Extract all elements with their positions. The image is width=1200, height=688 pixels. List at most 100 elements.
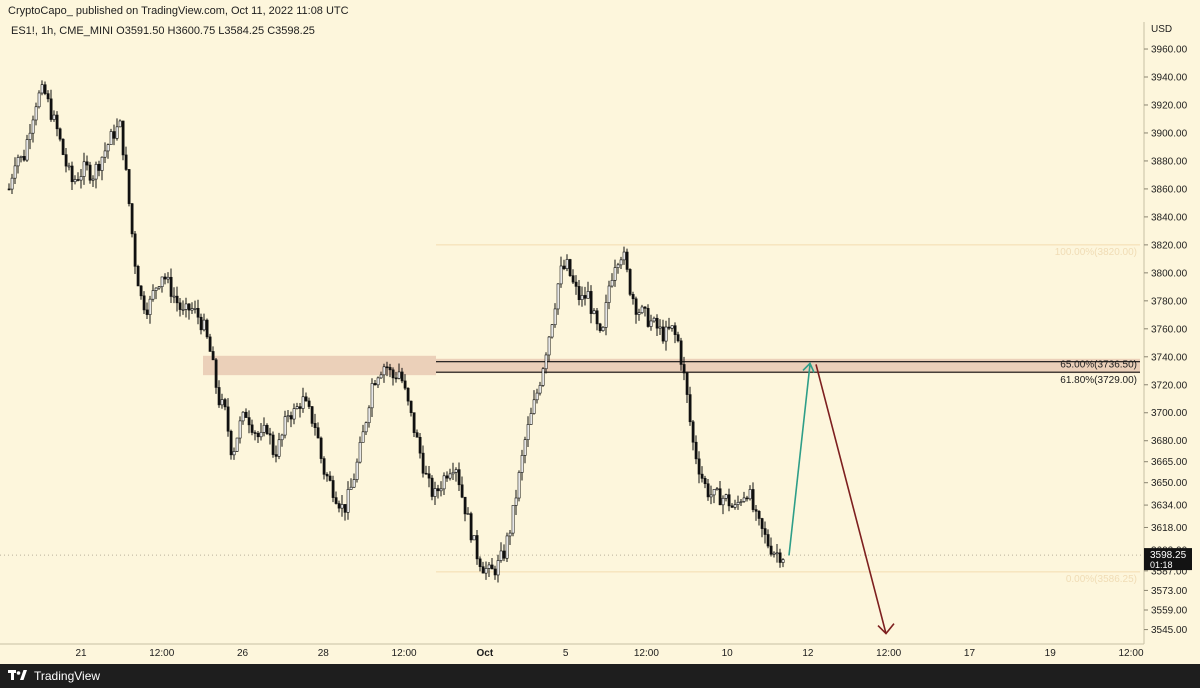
candle-body: [178, 302, 182, 310]
tradingview-logo[interactable]: TradingView: [8, 669, 100, 683]
candle-body: [463, 496, 467, 515]
candle-body: [259, 431, 263, 438]
candle-body: [532, 399, 536, 414]
price-tick-label: 3573.00: [1151, 586, 1188, 597]
candle-body: [205, 319, 209, 338]
candle-body: [142, 295, 146, 311]
candle-body: [685, 372, 689, 395]
candle-body: [241, 411, 245, 422]
candle-body: [634, 298, 638, 315]
candle-body: [79, 176, 83, 181]
candle-body: [595, 310, 599, 325]
candle-body: [190, 308, 194, 311]
candle-body: [751, 489, 755, 510]
candle-body: [688, 394, 692, 423]
candle-body: [679, 340, 683, 365]
price-tick-label: 3559.00: [1151, 606, 1188, 617]
price-chart[interactable]: 3960.00 3940.00 3920.00 3900.00 3880.00 3860.…: [0, 0, 1200, 664]
candle-body: [550, 324, 554, 338]
price-tick-label: 3650.00: [1151, 478, 1188, 489]
candle-body: [757, 510, 761, 519]
price-tick-label: 3680.00: [1151, 436, 1188, 447]
candle-body: [334, 497, 338, 504]
candle-body: [160, 276, 164, 287]
candle-body: [166, 276, 170, 280]
candle-body: [547, 336, 551, 356]
candle-body: [34, 106, 38, 121]
candle-body: [100, 156, 104, 171]
candle-body: [136, 266, 140, 287]
time-tick-label: 12:00: [634, 648, 659, 659]
candle-body: [364, 422, 368, 433]
candle-body: [217, 387, 221, 406]
candle-body: [175, 295, 179, 304]
candle-body: [367, 407, 371, 424]
symbol-legend: ES1!, 1h, CME_MINI O3591.50 H3600.75 L35…: [11, 25, 315, 37]
candle-body: [502, 550, 506, 559]
candle-body: [304, 396, 308, 402]
candle-body: [769, 545, 773, 555]
candle-body: [283, 416, 287, 436]
candle-body: [523, 439, 527, 456]
candle-body: [274, 454, 278, 457]
candle-body: [397, 371, 401, 379]
candle-body: [568, 259, 572, 276]
price-tick-label: 3820.00: [1151, 240, 1188, 251]
candle-body: [88, 164, 92, 181]
candle-body: [583, 295, 587, 299]
candle-body: [133, 233, 137, 267]
candle-body: [388, 367, 392, 371]
candle-body: [301, 396, 305, 409]
candle-body: [763, 528, 767, 535]
last-price-box: [1144, 548, 1192, 571]
price-tick-label: 3587.00: [1151, 566, 1188, 577]
candle-body: [118, 120, 122, 128]
candle-body: [574, 281, 578, 287]
candle-body: [775, 552, 779, 555]
candle-body: [520, 455, 524, 473]
candle-body: [514, 497, 518, 506]
candle-body: [658, 326, 662, 329]
candle-body: [709, 494, 713, 498]
candle-body: [286, 415, 290, 418]
candle-body: [16, 157, 20, 167]
candle-body: [94, 163, 98, 180]
candle-body: [460, 484, 464, 498]
candle-body: [628, 269, 632, 295]
candle-body: [772, 552, 776, 555]
candle-body: [433, 488, 437, 497]
candle-body: [208, 336, 212, 352]
candle-body: [121, 120, 125, 156]
candle-body: [598, 323, 602, 331]
candle-body: [571, 275, 575, 283]
candle-body: [85, 161, 89, 166]
price-tick-label: 3665.00: [1151, 457, 1188, 468]
candle-body: [124, 154, 128, 170]
candle-body: [466, 513, 470, 515]
candle-body: [58, 128, 62, 140]
candle-body: [112, 131, 116, 139]
candle-body: [760, 518, 764, 529]
fib-label: 65.00%(3736.50): [1060, 360, 1137, 371]
candle-body: [7, 188, 11, 191]
candle-body: [199, 316, 203, 331]
candle-body: [31, 119, 35, 134]
time-tick-label: 12: [802, 648, 814, 659]
candle-body: [37, 92, 41, 108]
candle-body: [496, 560, 500, 576]
candle-body: [211, 351, 215, 361]
candle-body: [727, 494, 731, 507]
candle-body: [691, 421, 695, 443]
price-tick-label: 3700.00: [1151, 408, 1188, 419]
candle-body: [721, 497, 725, 506]
candle-body: [442, 475, 446, 490]
candle-body: [268, 433, 272, 436]
price-tick-label: 3860.00: [1151, 184, 1188, 195]
candle-body: [361, 431, 365, 443]
price-tick-label: 3900.00: [1151, 128, 1188, 139]
candle-body: [370, 383, 374, 409]
candle-body: [673, 325, 677, 335]
candle-body: [169, 276, 173, 297]
candle-body: [694, 441, 698, 460]
time-tick-label: 21: [75, 648, 87, 659]
